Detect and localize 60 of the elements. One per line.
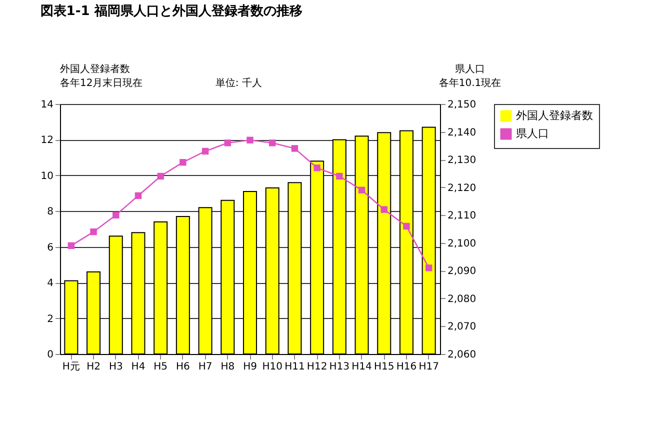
x-tick-label: H16 bbox=[396, 362, 417, 372]
y-tick-label: 14 bbox=[40, 100, 54, 110]
x-tick-label: H15 bbox=[374, 362, 394, 372]
point bbox=[202, 148, 209, 155]
chart-title: 図表1-1 福岡県人口と外国人登録者数の推移 bbox=[40, 3, 302, 19]
point bbox=[336, 172, 343, 180]
x-tick-label: H6 bbox=[176, 362, 190, 372]
point bbox=[68, 242, 75, 250]
x-tick-label: H13 bbox=[329, 362, 350, 372]
point bbox=[314, 164, 320, 172]
y2-tick-label: 2,080 bbox=[448, 294, 476, 305]
y-tick-label: 10 bbox=[40, 170, 54, 182]
point bbox=[224, 140, 231, 146]
y-tick-label: 8 bbox=[47, 206, 54, 218]
x-tick-label: H4 bbox=[131, 362, 146, 372]
x-tick-label: H11 bbox=[284, 362, 305, 372]
x-tick-label: H3 bbox=[108, 362, 123, 372]
x-tick-label: H10 bbox=[262, 362, 282, 372]
x-tick-label: H7 bbox=[198, 362, 212, 372]
text: 県人口 bbox=[455, 64, 485, 75]
y-tick-label: 12 bbox=[40, 135, 54, 146]
legend-label: 県人口 bbox=[516, 127, 549, 140]
x-tick-label: H2 bbox=[86, 362, 100, 372]
y-tick-label: 6 bbox=[47, 242, 54, 254]
point bbox=[180, 158, 186, 166]
x-tick-label: H8 bbox=[220, 362, 235, 372]
x-tick-label: H元 bbox=[62, 362, 80, 372]
point bbox=[134, 192, 142, 200]
y2-tick-label: 2,090 bbox=[448, 266, 476, 278]
y2-tick-label: 2,120 bbox=[448, 182, 476, 194]
y2-tick-label: 2,070 bbox=[448, 322, 476, 333]
point bbox=[291, 145, 298, 152]
point bbox=[246, 136, 254, 144]
text: 外国人登録者数 bbox=[60, 63, 130, 75]
point bbox=[425, 264, 432, 272]
y2-tick-label: 2,110 bbox=[448, 210, 476, 222]
point bbox=[358, 186, 366, 194]
y2-tick-label: 2,060 bbox=[448, 350, 476, 360]
y-tick-label: 0 bbox=[47, 350, 54, 360]
point bbox=[112, 212, 120, 218]
y2-tick-label: 2,140 bbox=[448, 127, 476, 138]
point bbox=[90, 228, 97, 236]
y-tick-label: 2 bbox=[47, 314, 54, 325]
point bbox=[380, 206, 388, 213]
x-tick-label: H5 bbox=[154, 362, 168, 372]
text: 各年12月末日現在 bbox=[60, 77, 143, 89]
x-tick-label: H14 bbox=[352, 362, 372, 372]
point bbox=[269, 140, 276, 146]
x-tick-label: H9 bbox=[243, 362, 257, 372]
point bbox=[157, 172, 164, 180]
y-tick-label: 4 bbox=[47, 278, 54, 290]
point bbox=[403, 222, 410, 230]
text: 単位: 千人 bbox=[215, 77, 262, 89]
y2-tick-label: 2,100 bbox=[448, 238, 476, 250]
y2-tick-label: 2,130 bbox=[448, 155, 476, 166]
x-tick-label: H17 bbox=[418, 362, 439, 372]
text: 各年10.1現在 bbox=[438, 77, 502, 89]
y2-tick-label: 2,150 bbox=[448, 100, 476, 110]
legend-label: 外国人登録者数 bbox=[516, 109, 593, 122]
x-tick-label: H12 bbox=[306, 362, 328, 372]
